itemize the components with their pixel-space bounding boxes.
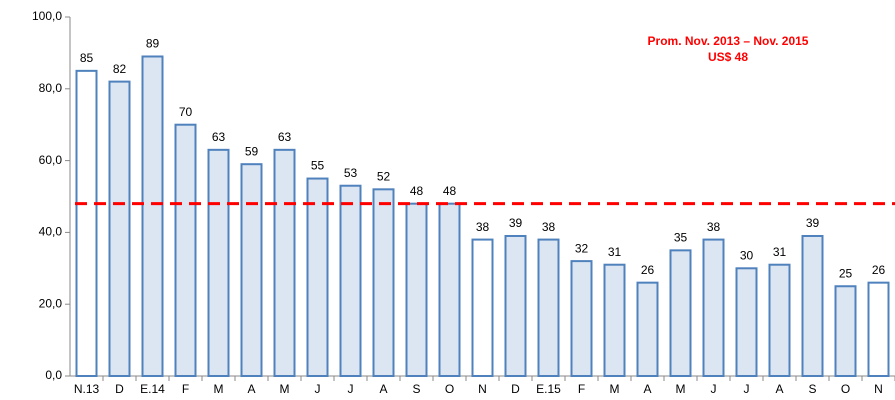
y-tick-label: 20,0 xyxy=(39,296,63,310)
bar xyxy=(174,123,197,377)
data-label: 53 xyxy=(344,166,358,180)
bar xyxy=(603,263,626,377)
data-label: 52 xyxy=(377,169,391,183)
data-label: 89 xyxy=(146,37,160,51)
x-tick-label: J xyxy=(744,382,750,396)
x-tick-label: J xyxy=(711,382,717,396)
x-tick-label: S xyxy=(412,382,420,396)
data-label: 55 xyxy=(311,159,325,173)
x-tick-label: M xyxy=(610,382,620,396)
y-tick-label: 0,0 xyxy=(45,368,62,382)
bar xyxy=(306,177,329,377)
y-tick-label: 40,0 xyxy=(39,225,63,239)
data-label: 35 xyxy=(674,231,688,245)
y-tick-label: 80,0 xyxy=(39,81,63,95)
data-label: 25 xyxy=(839,266,853,280)
data-label: 63 xyxy=(212,130,226,144)
data-label: 85 xyxy=(80,51,94,65)
data-label: 38 xyxy=(476,220,490,234)
y-tick-label: 100,0 xyxy=(32,9,62,23)
bar xyxy=(801,234,824,377)
x-tick-label: A xyxy=(379,382,387,396)
x-tick-label: J xyxy=(348,382,354,396)
bar xyxy=(438,202,461,377)
data-label: 31 xyxy=(608,245,622,259)
x-tick-label: N.13 xyxy=(74,382,100,396)
data-label: 31 xyxy=(773,245,787,259)
bar xyxy=(570,260,593,377)
data-label: 82 xyxy=(113,62,127,76)
x-tick-label: M xyxy=(280,382,290,396)
x-tick-label: M xyxy=(214,382,224,396)
bar xyxy=(273,148,296,377)
data-label: 26 xyxy=(872,263,886,277)
bar xyxy=(537,238,560,377)
data-label: 38 xyxy=(707,220,721,234)
x-tick-label: N xyxy=(478,382,487,396)
x-tick-label: E.15 xyxy=(536,382,561,396)
data-label: 38 xyxy=(542,220,556,234)
x-tick-label: A xyxy=(643,382,651,396)
x-tick-label: M xyxy=(676,382,686,396)
bar xyxy=(702,238,725,377)
data-label: 30 xyxy=(740,248,754,262)
bar xyxy=(636,281,659,377)
bar xyxy=(240,163,263,377)
annotation: US$ 48 xyxy=(708,50,748,64)
bar xyxy=(207,148,230,377)
data-label: 48 xyxy=(443,184,457,198)
annotation: Prom. Nov. 2013 – Nov. 2015 xyxy=(648,34,809,48)
x-tick-label: J xyxy=(315,382,321,396)
data-label: 39 xyxy=(806,216,820,230)
x-tick-label: A xyxy=(775,382,783,396)
bar xyxy=(372,188,395,377)
x-tick-label: E.14 xyxy=(140,382,165,396)
x-tick-label: S xyxy=(808,382,816,396)
bar xyxy=(867,281,890,377)
y-tick-label: 60,0 xyxy=(39,153,63,167)
data-label: 39 xyxy=(509,216,523,230)
x-tick-label: N xyxy=(874,382,883,396)
data-label: 32 xyxy=(575,241,589,255)
bar xyxy=(405,202,428,377)
bar xyxy=(768,263,791,377)
bar xyxy=(141,55,164,378)
bar xyxy=(504,234,527,377)
bar xyxy=(75,69,98,377)
bar xyxy=(735,267,758,377)
x-tick-label: F xyxy=(182,382,189,396)
bar xyxy=(339,184,362,377)
bar xyxy=(834,285,857,377)
x-tick-label: D xyxy=(115,382,124,396)
x-tick-label: A xyxy=(247,382,255,396)
data-label: 59 xyxy=(245,144,259,158)
data-label: 26 xyxy=(641,263,655,277)
data-label: 48 xyxy=(410,184,424,198)
bar xyxy=(108,80,131,378)
x-tick-label: D xyxy=(511,382,520,396)
bar xyxy=(669,249,692,378)
data-label: 63 xyxy=(278,130,292,144)
x-tick-label: F xyxy=(578,382,585,396)
data-label: 70 xyxy=(179,105,193,119)
x-tick-label: O xyxy=(841,382,850,396)
x-tick-label: O xyxy=(445,382,454,396)
bar xyxy=(471,238,494,377)
